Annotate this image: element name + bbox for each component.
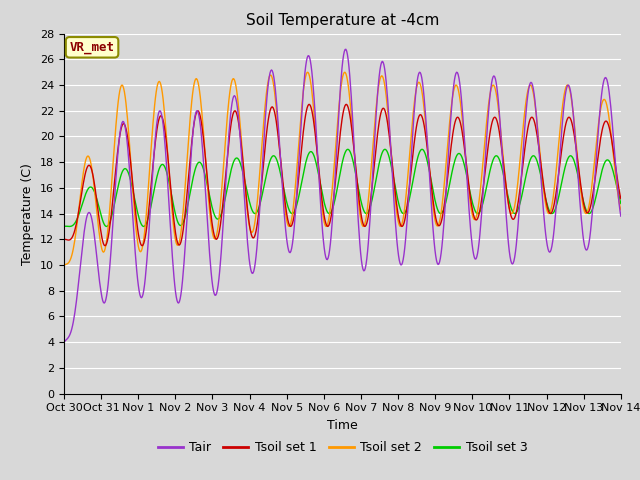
Title: Soil Temperature at -4cm: Soil Temperature at -4cm (246, 13, 439, 28)
Tsoil set 3 (617, 201, 625, 206)
Tsoil set 1 (101, 243, 109, 249)
Text: VR_met: VR_met (70, 41, 115, 54)
Tsoil set 3 (127, 180, 135, 186)
Tair (428, 199, 435, 204)
Tair (127, 193, 135, 199)
Tsoil set 1 (128, 175, 136, 180)
X-axis label: Time: Time (327, 419, 358, 432)
Tair (411, 101, 419, 107)
Tsoil set 3 (428, 177, 435, 183)
Tsoil set 2 (304, 70, 312, 75)
Line: Tair: Tair (64, 49, 621, 342)
Tair (214, 288, 221, 293)
Tsoil set 3 (410, 172, 418, 178)
Tsoil set 3 (70, 221, 78, 227)
Tsoil set 3 (214, 216, 221, 222)
Tsoil set 1 (214, 234, 222, 240)
Tair (70, 315, 78, 321)
Line: Tsoil set 1: Tsoil set 1 (64, 105, 621, 246)
Tsoil set 1 (60, 237, 68, 242)
Tsoil set 2 (184, 145, 192, 151)
Tsoil set 1 (306, 102, 314, 108)
Tsoil set 1 (412, 130, 419, 135)
Tair (184, 201, 192, 206)
Tsoil set 3 (184, 202, 192, 207)
Tair (60, 339, 68, 345)
Tsoil set 2 (411, 96, 419, 102)
Tsoil set 2 (617, 207, 625, 213)
Y-axis label: Temperature (C): Temperature (C) (22, 163, 35, 264)
Tsoil set 1 (428, 187, 436, 193)
Tsoil set 1 (70, 230, 78, 236)
Tsoil set 2 (127, 167, 135, 173)
Legend: Tair, Tsoil set 1, Tsoil set 2, Tsoil set 3: Tair, Tsoil set 1, Tsoil set 2, Tsoil se… (152, 436, 532, 459)
Tsoil set 2 (428, 185, 435, 191)
Tair (342, 47, 349, 52)
Tsoil set 3 (418, 146, 426, 152)
Tsoil set 1 (185, 172, 193, 178)
Line: Tsoil set 2: Tsoil set 2 (64, 72, 621, 265)
Tsoil set 2 (214, 228, 221, 234)
Tair (617, 213, 625, 219)
Tsoil set 2 (70, 242, 78, 248)
Tsoil set 2 (60, 262, 68, 268)
Tsoil set 3 (60, 224, 68, 229)
Line: Tsoil set 3: Tsoil set 3 (64, 149, 621, 227)
Tsoil set 1 (617, 196, 625, 202)
